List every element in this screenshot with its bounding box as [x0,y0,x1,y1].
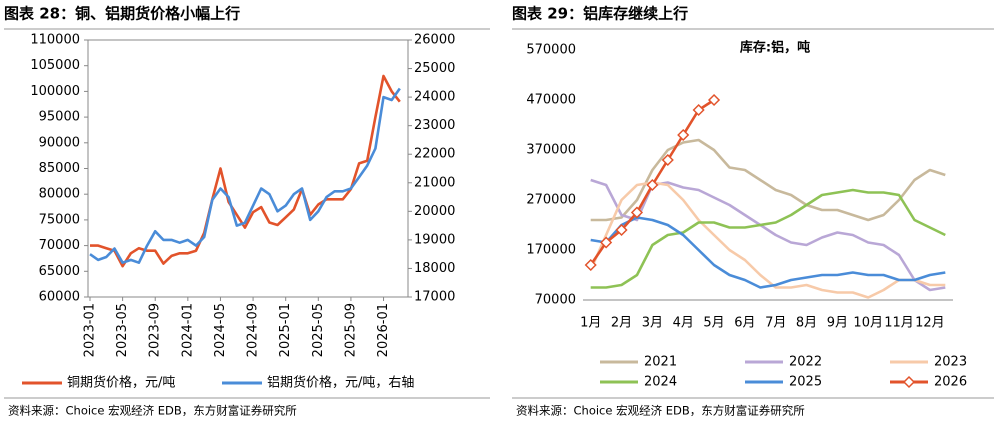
x-tick-label: 8月 [796,316,817,331]
x-tick-label: 2025-09 [343,303,358,357]
y-tick-label: 80000 [39,187,80,202]
series-line [590,188,946,289]
x-tick-label: 2024-05 [213,303,228,357]
data-marker [677,128,690,142]
series-line [90,74,401,268]
legend-label: 2025 [789,375,822,390]
y-tick-label: 60000 [39,290,80,305]
x-tick-label: 2023-09 [148,303,163,357]
x-tick-label: 2023-01 [83,303,98,357]
y-tick-label: 85000 [39,161,80,176]
legend-label: 2021 [644,355,677,370]
y-tick-label: 75000 [39,212,80,227]
source-note: 资料来源：Choice 宏观经济 EDB，东方财富证券研究所 [8,404,297,418]
source-note: 资料来源：Choice 宏观经济 EDB，东方财富证券研究所 [516,404,805,418]
x-tick-label: 2024-09 [246,303,261,357]
y-tick-label: 90000 [39,135,80,150]
y2-tick-label: 23000 [414,118,455,133]
series-line [590,178,946,292]
y2-tick-label: 17000 [414,290,455,305]
y2-tick-label: 20000 [414,204,455,219]
data-marker [692,103,705,117]
x-tick-label: 2024-01 [180,303,195,357]
y-tick-label: 65000 [39,264,80,279]
x-tick-label: 2月 [611,316,632,331]
series-line [590,138,946,222]
chart-subtitle: 库存:铝，吨 [740,40,810,56]
y2-tick-label: 19000 [414,232,455,247]
x-tick-label: 11月 [884,316,914,331]
legend-label: 2024 [644,375,677,390]
chart-title: 图表 29：铝库存继续上行 [512,5,688,23]
y-tick-label: 95000 [39,110,80,125]
legend-label: 铝期货价格，元/吨，右轴 [267,375,414,391]
legend-label: 2023 [934,355,967,370]
x-tick-label: 9月 [827,316,848,331]
y2-tick-label: 26000 [414,33,455,48]
y2-tick-label: 22000 [414,147,455,162]
y-tick-label: 570000 [526,43,576,58]
data-marker [707,93,721,107]
x-tick-label: 6月 [734,316,755,331]
chart-title: 图表 28：铜、铝期货价格小幅上行 [4,5,240,23]
x-tick-label: 2023-05 [115,303,130,357]
data-marker [615,223,628,237]
legend-label: 2022 [789,355,822,370]
data-marker [646,178,659,192]
data-marker [661,153,674,167]
x-tick-label: 4月 [673,316,694,331]
y-tick-label: 105000 [30,58,80,73]
y2-tick-label: 21000 [414,175,455,190]
x-tick-label: 3月 [642,316,663,331]
series-line [590,216,946,289]
y-tick-label: 470000 [526,93,576,108]
y-tick-label: 270000 [526,193,576,208]
x-tick-label: 2025-05 [311,303,326,357]
y2-tick-label: 24000 [414,90,455,105]
y-tick-label: 100000 [30,84,80,99]
y-tick-label: 70000 [39,238,80,253]
data-marker [584,258,597,272]
legend-marker [902,375,916,389]
x-tick-label: 10月 [853,316,883,331]
y2-tick-label: 18000 [414,261,455,276]
data-marker [630,206,644,219]
legend-label: 2026 [934,375,967,390]
legend-label: 铜期货价格，元/吨 [67,375,175,391]
plot-frame [87,39,409,298]
y-tick-label: 110000 [30,33,80,48]
y-tick-label: 370000 [526,143,576,158]
y-tick-label: 70000 [535,293,576,308]
x-tick-label: 5月 [703,316,724,331]
x-tick-label: 2025-01 [278,303,293,357]
x-tick-label: 2026-01 [376,303,391,357]
x-tick-label: 7月 [765,316,786,331]
data-marker [600,236,613,249]
x-tick-label: 12月 [915,316,945,331]
y2-tick-label: 25000 [414,61,455,76]
x-tick-label: 1月 [580,316,601,331]
y-tick-label: 170000 [526,243,576,258]
series-line [89,87,401,264]
